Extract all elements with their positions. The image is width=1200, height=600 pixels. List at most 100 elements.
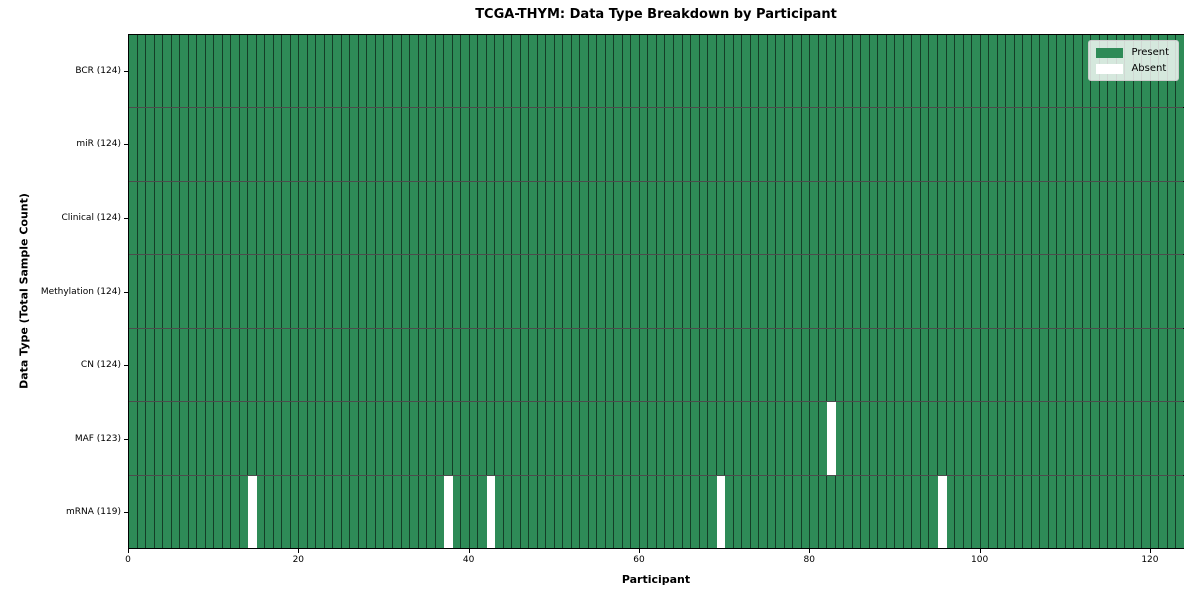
present-cell (1133, 328, 1143, 402)
present-cell (1040, 35, 1049, 108)
present-cell (512, 328, 521, 402)
present-cell (878, 181, 887, 255)
present-cell (784, 475, 794, 548)
present-cell (461, 255, 470, 328)
present-cell (273, 35, 283, 108)
present-cell (461, 402, 470, 475)
present-cell (614, 108, 623, 181)
present-cell (989, 181, 998, 255)
present-cell (1006, 402, 1015, 475)
present-cell (537, 328, 547, 402)
present-cell (614, 181, 623, 255)
present-cell (1142, 475, 1151, 548)
present-cell (767, 475, 777, 548)
legend-label-present: Present (1131, 47, 1169, 58)
present-cell (716, 328, 726, 402)
present-cell (392, 402, 402, 475)
present-cell (946, 328, 956, 402)
present-cell (852, 475, 862, 548)
present-cell (1176, 35, 1184, 108)
present-cell (1142, 328, 1151, 402)
present-cell (384, 181, 393, 255)
present-cell (495, 402, 504, 475)
present-cell (674, 475, 683, 548)
present-cell (180, 108, 189, 181)
present-cell (290, 108, 300, 181)
present-cell (1074, 35, 1083, 108)
x-tick-label: 20 (292, 555, 305, 565)
present-cell (452, 255, 462, 328)
present-cell (282, 255, 291, 328)
present-cell (835, 475, 845, 548)
present-cell (810, 35, 819, 108)
present-cell (341, 402, 351, 475)
present-cell (486, 181, 496, 255)
x-tick-mark (809, 549, 811, 553)
present-cell (827, 181, 836, 255)
present-cell (682, 402, 692, 475)
present-cell (1099, 255, 1109, 328)
present-cell (776, 328, 785, 402)
present-cell (324, 255, 334, 328)
present-cell (912, 255, 921, 328)
present-cell (180, 255, 189, 328)
present-cell (665, 475, 674, 548)
present-cell (801, 255, 811, 328)
present-cell (605, 35, 615, 108)
present-cell (955, 255, 964, 328)
present-cell (478, 108, 487, 181)
present-cell (963, 475, 973, 548)
present-cell (955, 402, 964, 475)
present-cell (912, 328, 921, 402)
present-cell (895, 475, 904, 548)
present-cell (682, 108, 692, 181)
y-tick-mark (124, 144, 128, 146)
present-cell (163, 108, 172, 181)
present-cell (980, 255, 990, 328)
present-cell (1142, 402, 1151, 475)
present-cell (725, 328, 734, 402)
present-cell (427, 108, 436, 181)
present-cell (205, 475, 215, 548)
present-cell (546, 108, 555, 181)
present-cell (452, 35, 462, 108)
present-cell (1074, 328, 1083, 402)
present-cell (231, 108, 240, 181)
present-cell (920, 328, 930, 402)
present-cell (350, 181, 359, 255)
present-cell (886, 255, 896, 328)
present-cell (154, 402, 164, 475)
present-cell (1031, 328, 1041, 402)
present-cell (418, 475, 428, 548)
present-cell (588, 35, 598, 108)
present-cell (1074, 255, 1083, 328)
present-cell (222, 475, 232, 548)
present-cell (256, 402, 266, 475)
present-cell (648, 181, 657, 255)
present-cell (946, 475, 956, 548)
present-cell (1159, 108, 1168, 181)
present-cell (699, 255, 709, 328)
present-cell (1031, 181, 1041, 255)
present-cell (537, 181, 547, 255)
present-cell (563, 35, 572, 108)
present-cell (869, 255, 879, 328)
present-cell (546, 35, 555, 108)
present-cell (290, 328, 300, 402)
present-cell (358, 475, 368, 548)
present-cell (392, 181, 402, 255)
present-cell (708, 108, 717, 181)
present-cell (529, 108, 538, 181)
present-cell (129, 181, 138, 255)
present-cell (827, 255, 836, 328)
present-cell (699, 108, 709, 181)
present-cell (1040, 475, 1049, 548)
present-cell (759, 328, 768, 402)
present-cell (776, 108, 785, 181)
present-cell (946, 181, 956, 255)
present-cell (810, 181, 819, 255)
absent-cell (486, 475, 496, 548)
present-cell (239, 181, 249, 255)
present-cell (495, 328, 504, 402)
present-cell (1048, 181, 1058, 255)
